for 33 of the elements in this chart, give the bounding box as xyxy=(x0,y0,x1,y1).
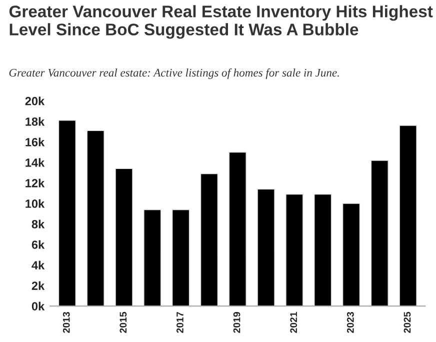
bar xyxy=(58,120,76,306)
bar xyxy=(115,168,133,306)
y-tick-label: 0k xyxy=(32,302,45,310)
y-tick-label: 20k xyxy=(25,96,45,106)
x-tick-label: 2019 xyxy=(233,312,240,333)
bar xyxy=(285,194,304,306)
y-tick-label: 14k xyxy=(26,158,45,167)
chart-title: Greater Vancouver Real Estate Inventory Hits Highest Level Since BoC Suggested It Was A Bubble xyxy=(9,5,433,39)
y-tick-label: 2k xyxy=(32,281,45,290)
x-tick-label: 2021 xyxy=(290,312,298,333)
bar xyxy=(370,160,389,306)
bar xyxy=(143,209,162,306)
bar xyxy=(200,173,218,306)
y-tick-label: 16k xyxy=(26,138,45,146)
x-tick-label: 2013 xyxy=(62,312,70,333)
bar xyxy=(399,125,417,306)
x-tick-label: 2025 xyxy=(404,312,411,333)
bar xyxy=(86,130,105,306)
bar xyxy=(257,188,275,306)
bar xyxy=(314,194,332,306)
y-tick-label: 10k xyxy=(26,199,45,208)
y-tick-label: 18k xyxy=(26,117,45,126)
y-tick-label: 4k xyxy=(32,260,45,270)
x-tick-label: 2015 xyxy=(120,312,127,333)
bar xyxy=(342,203,360,306)
y-tick-label: 8k xyxy=(32,220,45,228)
bar xyxy=(228,152,247,306)
x-tick-label: 2023 xyxy=(346,312,354,333)
chart-subtitle: Greater Vancouver real estate: Active listings of homes for sale in June. xyxy=(9,68,339,79)
y-tick-label: 12k xyxy=(26,178,45,188)
x-tick-label: 2017 xyxy=(176,312,184,333)
bar xyxy=(172,209,190,306)
y-tick-label: 6k xyxy=(32,240,45,249)
